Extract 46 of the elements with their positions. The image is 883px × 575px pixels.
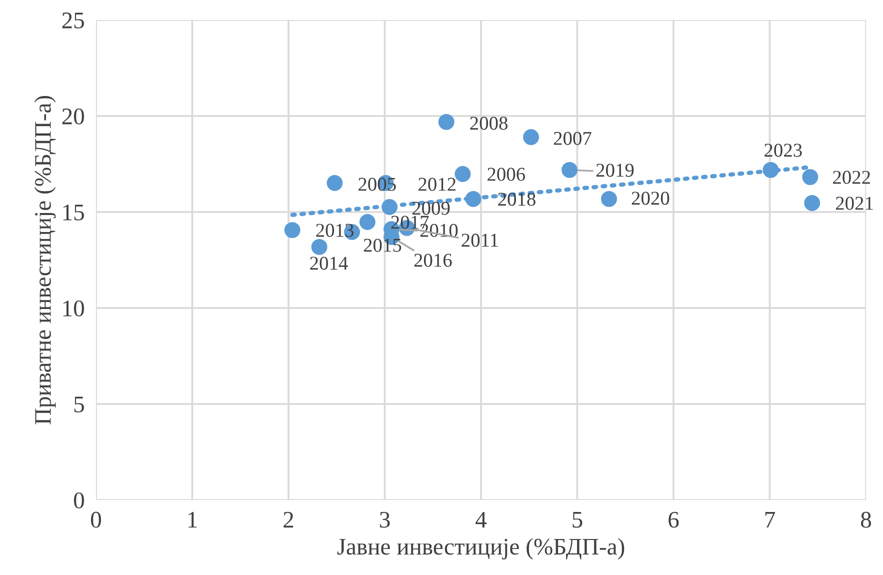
y-tick-label: 5	[74, 396, 84, 412]
annotation: 2007	[554, 132, 592, 145]
point	[326, 175, 343, 191]
point	[523, 129, 540, 146]
annotation: 2023	[764, 144, 802, 157]
y-tick-label: 15	[63, 204, 84, 220]
point	[562, 162, 578, 178]
y-tick-label: 25	[62, 12, 84, 28]
point	[311, 238, 328, 255]
x-tick-label: 0	[90, 512, 102, 528]
point	[438, 114, 454, 130]
x-tick-label: 5	[572, 512, 582, 528]
annotation: 2006	[488, 168, 526, 181]
annotation: 2019	[596, 164, 634, 177]
point	[382, 199, 398, 215]
point	[601, 190, 617, 207]
x-tick-label: 4	[476, 512, 487, 528]
x-tick-label: 6	[668, 512, 679, 528]
annotation: 2014	[310, 256, 348, 270]
annotation: 2009	[412, 202, 450, 215]
point	[762, 162, 779, 178]
annotation: 2022	[833, 170, 870, 184]
annotation: 2016	[414, 254, 452, 267]
annotation: 2018	[498, 192, 536, 206]
point	[454, 166, 471, 182]
x-tick-label: 1	[188, 512, 197, 528]
x-tick-label: 8	[860, 512, 872, 528]
annotation: 2015	[364, 238, 402, 252]
y-tick-label: 20	[62, 108, 84, 124]
x-tick-label: 3	[380, 512, 390, 528]
point	[284, 222, 300, 238]
y-tick-label: 0	[74, 492, 84, 508]
x-tick-label: 2	[284, 512, 294, 528]
annotation: 2020	[632, 192, 670, 205]
annotation: 2021	[836, 196, 873, 210]
annotation: 2012	[418, 178, 456, 191]
point	[802, 169, 818, 186]
y-tick-label: 10	[63, 300, 84, 316]
annotation: 2008	[470, 116, 508, 130]
point	[359, 214, 376, 230]
point	[804, 195, 820, 211]
x-tick-label: 7	[765, 512, 775, 528]
x-axis-title: Јавне инвестиције (%БДП-а)	[337, 538, 624, 560]
y-axis-title: Приватне инвестиције (%БДП-а)	[34, 96, 56, 424]
annotation: 2011	[462, 234, 498, 247]
point	[465, 190, 482, 207]
